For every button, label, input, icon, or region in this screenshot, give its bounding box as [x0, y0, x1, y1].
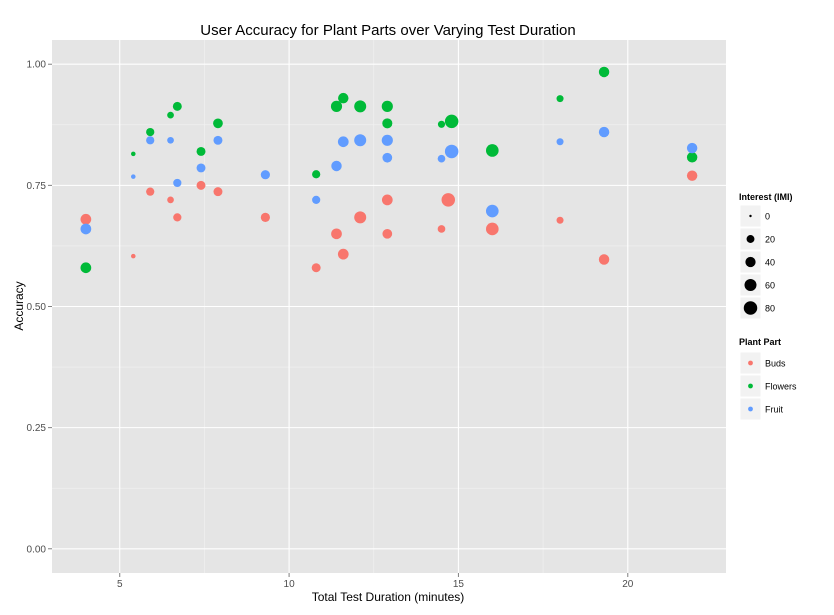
chart-title: User Accuracy for Plant Parts over Varyi…: [200, 22, 575, 39]
data-point-buds: [437, 225, 446, 233]
data-point-flowers: [167, 111, 174, 119]
data-point-fruit: [196, 163, 206, 173]
size-legend-dot: [745, 256, 756, 268]
y-tick-label: 0.75: [27, 181, 47, 192]
data-point-flowers: [444, 114, 459, 129]
data-point-fruit: [556, 138, 564, 146]
data-point-buds: [311, 263, 321, 273]
x-axis-title: Total Test Duration (minutes): [312, 590, 465, 604]
data-point-flowers: [172, 101, 182, 111]
y-tick-label: 0.25: [27, 423, 47, 434]
y-tick-label: 0.50: [27, 302, 47, 313]
data-point-buds: [686, 170, 698, 181]
x-tick-label: 5: [117, 579, 123, 590]
data-point-fruit: [213, 135, 223, 145]
data-point-fruit: [146, 136, 155, 145]
y-tick-label: 1.00: [27, 60, 47, 71]
data-point-buds: [337, 248, 349, 260]
size-legend-dot: [746, 235, 755, 243]
color-legend-label: Buds: [765, 359, 786, 369]
data-point-buds: [173, 213, 182, 222]
size-legend-dot: [743, 301, 758, 315]
data-point-buds: [167, 196, 174, 204]
data-point-flowers: [131, 151, 136, 157]
data-point-fruit: [485, 204, 499, 218]
data-point-flowers: [354, 100, 367, 113]
data-point-buds: [598, 254, 610, 265]
data-point-fruit: [444, 144, 459, 159]
data-point-flowers: [485, 144, 499, 157]
data-point-flowers: [556, 95, 564, 103]
data-point-buds: [354, 211, 367, 224]
color-legend-title: Plant Part: [739, 337, 781, 347]
y-axis-title: Accuracy: [12, 281, 26, 330]
data-point-buds: [331, 228, 342, 240]
data-point-flowers: [381, 100, 393, 112]
data-point-fruit: [337, 136, 349, 148]
x-tick-label: 15: [453, 579, 465, 590]
data-point-buds: [485, 222, 499, 236]
data-point-buds: [441, 193, 456, 207]
color-legend-label: Flowers: [765, 382, 797, 392]
y-axis: 0.00 0.25 0.50 0.75 1.00: [27, 60, 52, 555]
data-point-flowers: [686, 152, 698, 163]
data-point-buds: [556, 216, 564, 224]
size-legend: Interest (IMI) 0 20 40 60 80: [739, 192, 793, 320]
size-legend-label: 20: [765, 235, 775, 245]
data-point-fruit: [131, 174, 136, 179]
data-point-fruit: [437, 154, 446, 163]
data-point-buds: [196, 180, 206, 190]
data-point-fruit: [173, 178, 182, 188]
size-legend-title: Interest (IMI): [739, 192, 793, 202]
data-point-fruit: [260, 170, 270, 180]
data-point-buds: [382, 228, 393, 239]
data-point-buds: [146, 187, 155, 196]
x-axis: 5 10 15 20: [117, 573, 634, 590]
color-legend-dot-fruit: [748, 406, 753, 412]
data-point-flowers: [80, 262, 92, 274]
data-point-fruit: [312, 195, 321, 205]
data-point-fruit: [381, 134, 393, 146]
data-point-flowers: [213, 118, 223, 129]
data-point-flowers: [146, 127, 155, 137]
data-point-flowers: [312, 170, 321, 179]
color-legend: Plant Part Buds Flowers Fruit: [739, 337, 797, 421]
data-point-fruit: [331, 160, 342, 172]
data-point-flowers: [437, 120, 446, 128]
data-point-buds: [131, 253, 136, 259]
size-legend-label: 0: [765, 212, 770, 222]
y-tick-label: 0.00: [27, 544, 47, 555]
data-points: [80, 66, 698, 274]
data-point-buds: [213, 187, 223, 197]
size-legend-dot: [749, 214, 752, 218]
color-legend-label: Fruit: [765, 405, 783, 415]
data-point-flowers: [382, 118, 393, 129]
data-point-fruit: [598, 126, 610, 138]
data-point-fruit: [686, 142, 698, 154]
data-point-flowers: [598, 66, 610, 78]
x-tick-label: 20: [622, 579, 634, 590]
data-point-fruit: [382, 152, 393, 163]
size-legend-dot: [744, 278, 757, 292]
data-point-fruit: [354, 134, 367, 147]
data-point-flowers: [196, 146, 206, 156]
size-legend-label: 60: [765, 281, 775, 291]
size-legend-label: 80: [765, 304, 775, 314]
data-point-buds: [80, 213, 92, 225]
size-legend-label: 40: [765, 258, 775, 268]
data-point-fruit: [167, 136, 174, 144]
data-point-buds: [260, 212, 270, 222]
data-point-flowers: [338, 92, 349, 104]
color-legend-dot-flowers: [748, 383, 753, 389]
data-point-flowers: [330, 100, 343, 112]
data-point-fruit: [80, 223, 92, 235]
data-point-buds: [381, 194, 393, 206]
color-legend-dot-buds: [748, 360, 753, 366]
major-gridlines: [52, 40, 726, 573]
x-tick-label: 10: [284, 579, 296, 590]
